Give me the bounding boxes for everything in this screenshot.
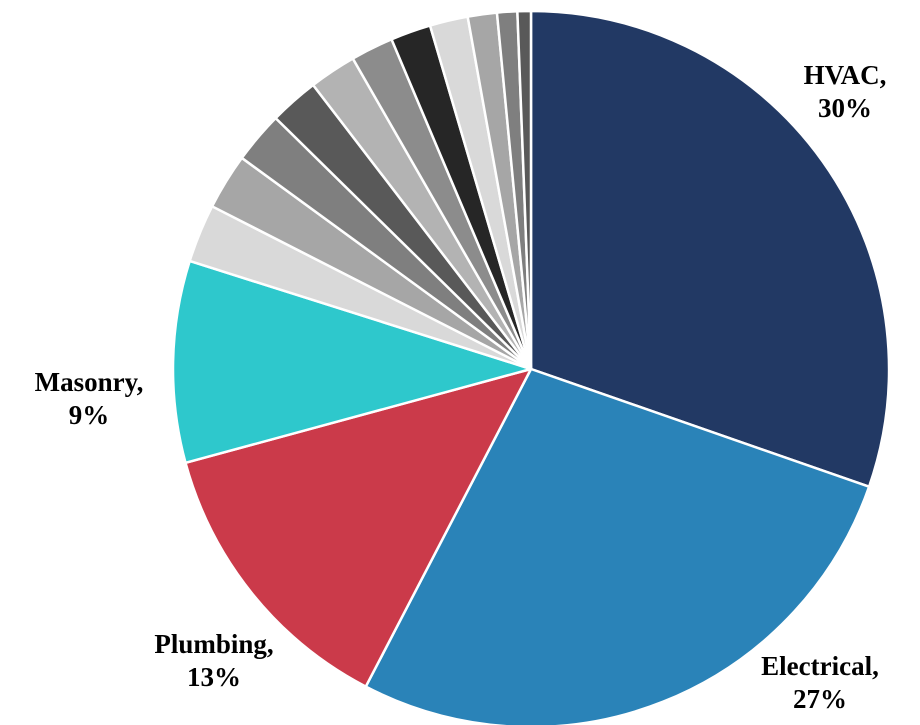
- pie-label-plumbing-category: Plumbing,: [154, 629, 273, 659]
- pie-label-electrical: Electrical, 27%: [761, 651, 879, 714]
- pie-label-hvac-category: HVAC,: [804, 60, 887, 90]
- pie-label-hvac-percent: 30%: [818, 93, 872, 123]
- pie-slice-hvac: [529, 9, 891, 488]
- pie-label-masonry: Masonry, 9%: [35, 367, 144, 430]
- pie-label-plumbing-percent: 13%: [187, 662, 241, 692]
- pie-label-hvac: HVAC, 30%: [804, 60, 887, 123]
- pie-label-masonry-percent: 9%: [69, 400, 110, 430]
- pie-slice-plumbing: [184, 367, 533, 688]
- pie-slices: [171, 9, 891, 725]
- pie-slice-electrical: [364, 367, 871, 725]
- pie-label-electrical-percent: 27%: [793, 684, 847, 714]
- pie-slice-other-14: [516, 9, 533, 371]
- pie-labels: HVAC, 30% Electrical, 27% Plumbing, 13% Masonr…: [35, 60, 887, 714]
- pie-slice-masonry: [171, 259, 533, 465]
- pie-label-plumbing: Plumbing, 13%: [154, 629, 273, 692]
- pie-label-masonry-category: Masonry,: [35, 367, 144, 397]
- pie-label-electrical-category: Electrical,: [761, 651, 879, 681]
